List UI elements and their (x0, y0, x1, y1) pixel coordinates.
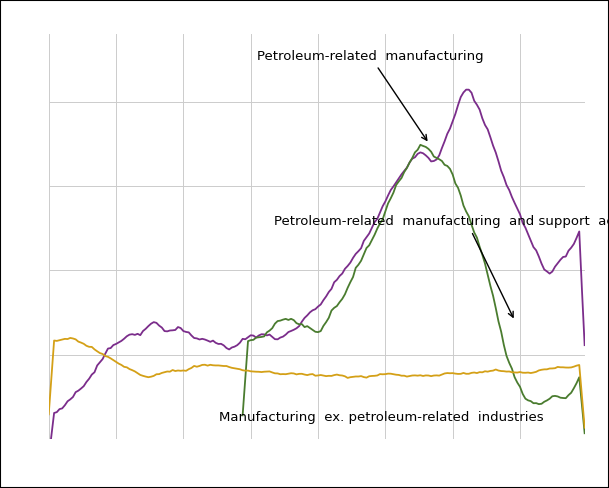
Text: Petroleum-related  manufacturing  and support  activities: Petroleum-related manufacturing and supp… (275, 215, 609, 317)
Text: Petroleum-related  manufacturing: Petroleum-related manufacturing (257, 50, 484, 140)
Text: Manufacturing  ex. petroleum-related  industries: Manufacturing ex. petroleum-related indu… (219, 410, 543, 424)
